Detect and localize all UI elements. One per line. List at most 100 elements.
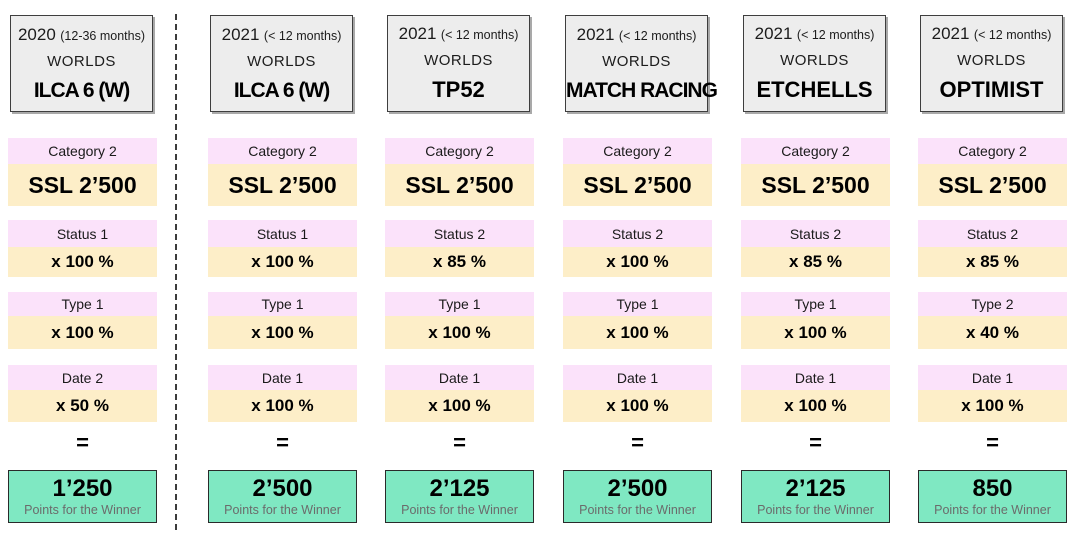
event-type: WORLDS <box>957 52 1026 69</box>
event-recency-window: (< 12 months) <box>796 28 875 42</box>
event-header-box: 2021 (< 12 months) WORLDS TP52 <box>387 15 530 112</box>
event-year-line: 2021 (< 12 months) <box>211 25 352 45</box>
status-label: Status 2 <box>385 220 534 247</box>
date-label: Date 1 <box>741 365 890 390</box>
event-year-line: 2021 (< 12 months) <box>921 24 1062 44</box>
category-base-points: SSL 2’500 <box>918 164 1067 206</box>
event-header-box: 2021 (< 12 months) WORLDS ILCA 6 (W) <box>210 15 353 112</box>
points-result-box: 2’125 Points for the Winner <box>385 470 534 523</box>
event-header-box: 2021 (< 12 months) WORLDS MATCH RACING <box>565 15 718 112</box>
date-multiplier: x 100 % <box>918 390 1067 422</box>
category-label: Category 2 <box>563 138 712 164</box>
equals-sign: = <box>453 430 466 455</box>
points-value: 2’125 <box>429 474 490 502</box>
year-separator-dashed-line <box>175 14 177 530</box>
date-label: Date 1 <box>563 365 712 390</box>
equals-sign: = <box>631 430 644 455</box>
date-multiplier: x 100 % <box>563 390 712 422</box>
category-base-points: SSL 2’500 <box>8 164 157 206</box>
event-year: 2021 <box>221 24 260 44</box>
status-multiplier: x 85 % <box>741 247 890 277</box>
status-multiplier: x 100 % <box>208 247 357 277</box>
points-value: 1’250 <box>52 474 113 502</box>
date-multiplier: x 100 % <box>208 390 357 422</box>
date-label: Date 1 <box>208 365 357 390</box>
event-year: 2021 <box>576 24 615 44</box>
status-label: Status 2 <box>563 220 712 247</box>
points-result-box: 850 Points for the Winner <box>918 470 1067 523</box>
status-label: Status 1 <box>8 220 157 247</box>
points-caption: Points for the Winner <box>24 503 141 518</box>
points-caption: Points for the Winner <box>757 503 874 518</box>
type-multiplier: x 40 % <box>918 316 1067 349</box>
date-multiplier: x 100 % <box>741 390 890 422</box>
date-label: Date 1 <box>918 365 1067 390</box>
points-value: 2’125 <box>785 474 846 502</box>
category-label: Category 2 <box>385 138 534 164</box>
event-year-line: 2021 (< 12 months) <box>744 24 885 44</box>
event-recency-window: (< 12 months) <box>973 28 1052 42</box>
event-year-line: 2020 (12-36 months) <box>11 25 152 45</box>
status-multiplier: x 85 % <box>385 247 534 277</box>
event-header-box: 2020 (12-36 months) WORLDS ILCA 6 (W) <box>10 15 153 112</box>
points-result-box: 2’125 Points for the Winner <box>741 470 890 523</box>
type-label: Type 2 <box>918 292 1067 316</box>
type-multiplier: x 100 % <box>8 316 157 349</box>
points-value: 2’500 <box>252 474 313 502</box>
event-header-box: 2021 (< 12 months) WORLDS ETCHELLS <box>743 15 886 112</box>
category-base-points: SSL 2’500 <box>385 164 534 206</box>
status-label: Status 2 <box>918 220 1067 247</box>
boat-class-name: MATCH RACING <box>566 78 718 102</box>
equals-sign: = <box>809 430 822 455</box>
event-type: WORLDS <box>602 53 671 70</box>
event-column: 2020 (12-36 months) WORLDS ILCA 6 (W) Ca… <box>8 0 157 534</box>
event-column: 2021 (< 12 months) WORLDS OPTIMIST Categ… <box>918 0 1067 534</box>
status-multiplier: x 85 % <box>918 247 1067 277</box>
type-label: Type 1 <box>208 292 357 316</box>
event-header-box: 2021 (< 12 months) WORLDS OPTIMIST <box>920 15 1063 112</box>
boat-class-name: ILCA 6 (W) <box>233 78 330 102</box>
date-label: Date 1 <box>385 365 534 390</box>
event-year: 2020 <box>17 24 56 44</box>
type-multiplier: x 100 % <box>741 316 890 349</box>
equals-sign: = <box>76 430 89 455</box>
event-recency-window: (< 12 months) <box>263 28 342 43</box>
date-label: Date 2 <box>8 365 157 390</box>
event-year: 2021 <box>931 24 970 43</box>
points-result-box: 2’500 Points for the Winner <box>208 470 357 523</box>
boat-class-name: ETCHELLS <box>756 77 873 102</box>
points-value: 850 <box>972 474 1013 502</box>
event-year: 2021 <box>754 24 793 43</box>
equals-sign: = <box>986 430 999 455</box>
points-caption: Points for the Winner <box>401 503 518 518</box>
type-multiplier: x 100 % <box>563 316 712 349</box>
date-multiplier: x 50 % <box>8 390 157 422</box>
boat-class-name: ILCA 6 (W) <box>33 78 130 102</box>
event-recency-window: (< 12 months) <box>440 28 519 42</box>
event-year-line: 2021 (< 12 months) <box>388 24 529 44</box>
category-label: Category 2 <box>918 138 1067 164</box>
category-label: Category 2 <box>741 138 890 164</box>
event-recency-window: (12-36 months) <box>60 28 146 43</box>
type-multiplier: x 100 % <box>208 316 357 349</box>
points-caption: Points for the Winner <box>579 503 696 518</box>
category-label: Category 2 <box>208 138 357 164</box>
points-caption: Points for the Winner <box>224 503 341 518</box>
event-type: WORLDS <box>780 52 849 69</box>
type-label: Type 1 <box>741 292 890 316</box>
status-label: Status 1 <box>208 220 357 247</box>
category-base-points: SSL 2’500 <box>741 164 890 206</box>
points-result-box: 2’500 Points for the Winner <box>563 470 712 523</box>
event-year-line: 2021 (< 12 months) <box>566 25 707 45</box>
boat-class-name: OPTIMIST <box>939 77 1044 102</box>
event-column: 2021 (< 12 months) WORLDS MATCH RACING C… <box>563 0 718 534</box>
type-multiplier: x 100 % <box>385 316 534 349</box>
boat-class-name: TP52 <box>432 77 485 102</box>
event-column: 2021 (< 12 months) WORLDS TP52 Category … <box>385 0 534 534</box>
event-year: 2021 <box>398 24 437 43</box>
event-recency-window: (< 12 months) <box>618 28 697 43</box>
status-label: Status 2 <box>741 220 890 247</box>
event-type: WORLDS <box>247 53 316 70</box>
date-multiplier: x 100 % <box>385 390 534 422</box>
